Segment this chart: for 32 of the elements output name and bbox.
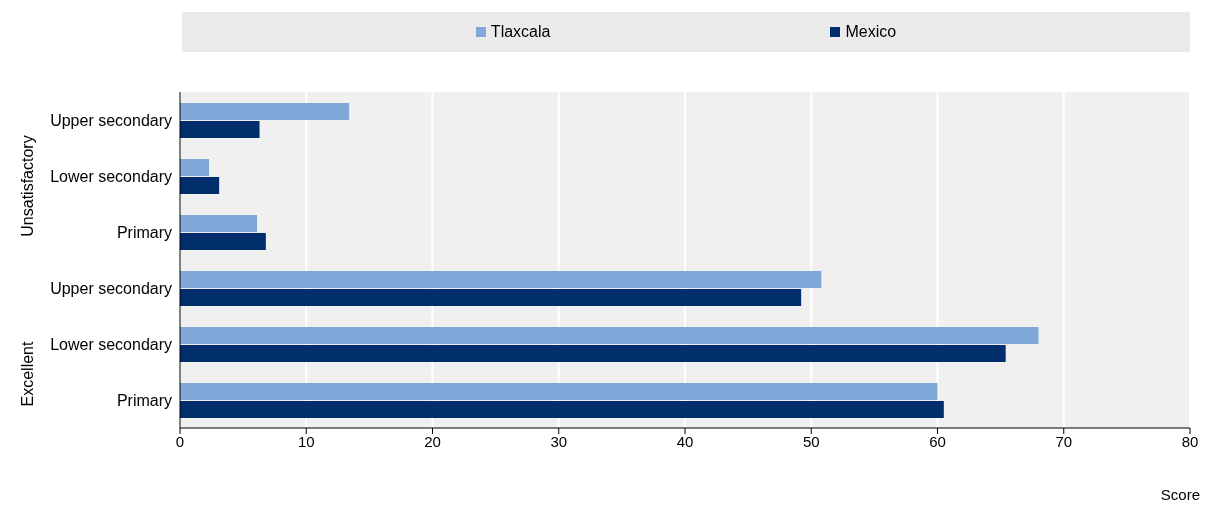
- y-tick-label: Upper secondary: [50, 111, 172, 129]
- legend-label: Tlaxcala: [490, 23, 551, 41]
- bar: [180, 345, 1006, 362]
- legend-label: Mexico: [845, 23, 897, 41]
- bar: [180, 401, 944, 418]
- bar: [180, 121, 260, 138]
- bar: [180, 383, 938, 400]
- x-tick-label: 20: [424, 432, 441, 450]
- bar: [180, 159, 210, 176]
- y-tick-label: Upper secondary: [50, 279, 172, 297]
- bar: [180, 215, 258, 232]
- y-tick-label: Lower secondary: [50, 335, 172, 353]
- x-tick-label: 40: [676, 432, 694, 450]
- x-tick-label: 80: [1181, 432, 1199, 450]
- y-tick-label: Lower secondary: [50, 167, 172, 185]
- x-tick-label: 60: [929, 432, 946, 450]
- x-tick-label: 10: [297, 432, 315, 450]
- text: Unsatisfactory: [19, 135, 37, 237]
- text: Excellent: [19, 341, 37, 407]
- x-tick-label: 30: [550, 432, 568, 450]
- x-axis-title: Score: [1160, 486, 1200, 503]
- bar: [180, 233, 266, 250]
- x-tick-label: 50: [802, 432, 820, 450]
- x-tick-label: 70: [1055, 432, 1073, 450]
- bar: [180, 327, 1039, 344]
- y-tick-label: Primary: [116, 223, 172, 241]
- bar: [180, 271, 822, 288]
- bar: [180, 289, 802, 306]
- x-tick-label: 0: [175, 432, 185, 450]
- bar: [180, 177, 220, 194]
- y-tick-label: Primary: [116, 391, 172, 409]
- bar: [180, 103, 350, 120]
